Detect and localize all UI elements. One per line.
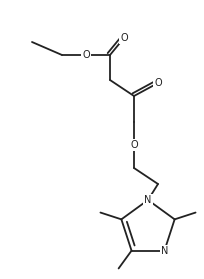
Text: O: O	[130, 140, 138, 150]
Text: O: O	[120, 33, 128, 43]
Text: N: N	[144, 195, 152, 205]
Text: O: O	[154, 78, 162, 88]
Text: O: O	[82, 50, 90, 60]
Text: N: N	[161, 246, 168, 256]
